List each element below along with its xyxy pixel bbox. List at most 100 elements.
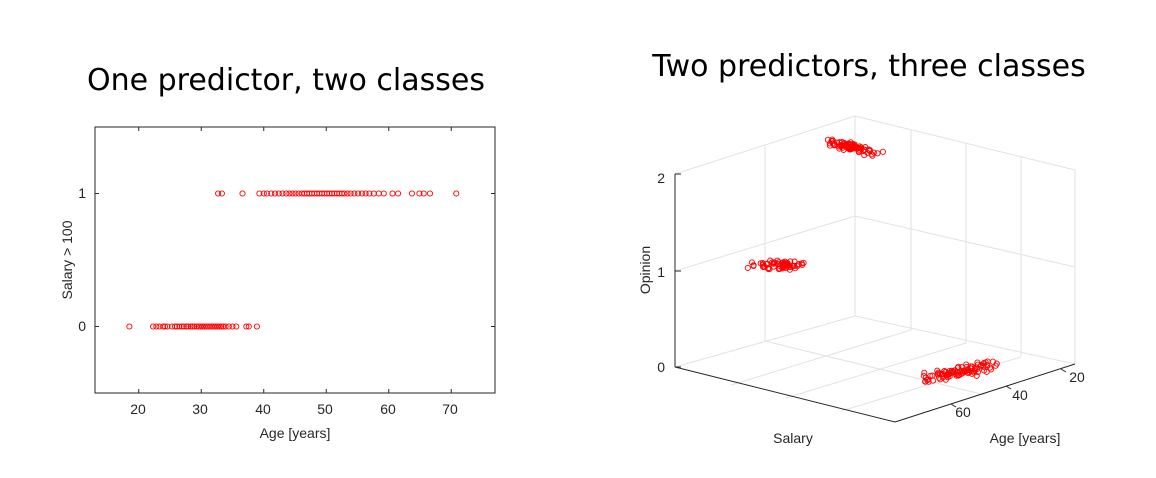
data-point	[770, 263, 777, 270]
grid-line	[854, 215, 1076, 268]
data-point	[795, 261, 802, 268]
grid-line	[854, 115, 1076, 171]
data-point	[160, 323, 167, 330]
left-xtick-label: 70	[442, 401, 458, 417]
right-data-points	[744, 136, 1000, 385]
data-point	[283, 190, 290, 197]
data-point	[865, 146, 872, 153]
data-point	[416, 190, 423, 197]
left-x-axis-label: Age [years]	[260, 425, 331, 441]
data-point	[395, 190, 402, 197]
data-point	[161, 323, 169, 330]
right-chart-title: Two predictors, three classes	[651, 49, 1085, 84]
data-point	[866, 147, 873, 154]
left-plot-frame	[94, 126, 496, 394]
data-point	[233, 323, 240, 330]
data-point	[960, 367, 968, 374]
data-point	[358, 190, 365, 197]
left-y-axis-label: Salary > 100	[59, 220, 75, 299]
left-data-points	[126, 190, 460, 330]
data-point	[772, 260, 779, 267]
data-point	[153, 323, 160, 330]
right-y-axis-label: Age [years]	[990, 430, 1061, 446]
right-ytick-label: 20	[1069, 369, 1085, 385]
data-point	[222, 323, 229, 330]
data-point	[344, 190, 351, 197]
data-point	[839, 144, 846, 151]
data-point	[178, 323, 185, 330]
y-axis-line	[894, 363, 1076, 423]
data-point	[389, 190, 396, 197]
data-point	[380, 190, 387, 197]
data-point	[279, 190, 286, 197]
data-point	[245, 323, 252, 330]
left-chart: One predictor, two classes 20 30 40 50 6…	[59, 63, 496, 441]
data-point	[239, 190, 246, 197]
data-point	[225, 323, 232, 330]
data-point	[263, 190, 270, 197]
data-point	[967, 363, 974, 370]
data-point	[164, 323, 171, 330]
data-point	[935, 369, 942, 376]
data-point	[760, 263, 768, 270]
right-ytick-label: 60	[955, 404, 971, 420]
data-point	[748, 259, 755, 266]
data-point	[971, 369, 978, 376]
data-point	[980, 362, 987, 369]
data-point	[286, 190, 293, 197]
data-point	[218, 323, 225, 330]
data-point	[744, 264, 751, 271]
data-point	[968, 365, 975, 372]
data-point	[341, 190, 348, 197]
left-tick-marks	[95, 127, 495, 393]
data-point	[922, 374, 929, 381]
data-point	[189, 323, 196, 330]
grid-line	[854, 315, 1076, 365]
data-point	[375, 190, 382, 197]
left-xtick-label: 20	[130, 401, 146, 417]
data-point	[292, 190, 299, 197]
data-point	[185, 323, 192, 330]
data-point	[770, 260, 777, 267]
data-point	[150, 323, 157, 330]
data-point	[983, 368, 990, 375]
data-point	[420, 190, 427, 197]
data-point	[268, 190, 275, 197]
grid-line	[764, 340, 986, 396]
grid-line	[840, 356, 1022, 412]
data-point	[768, 259, 776, 266]
data-point	[180, 323, 187, 330]
data-point	[855, 149, 862, 156]
data-point	[971, 366, 978, 373]
data-point	[355, 190, 362, 197]
data-point	[847, 140, 854, 148]
data-point	[187, 323, 194, 330]
left-xtick-label: 40	[255, 401, 271, 417]
data-point	[171, 323, 179, 330]
data-point	[954, 364, 961, 371]
y-tick	[950, 403, 957, 408]
data-point	[937, 376, 944, 383]
right-ytick-label: 40	[1012, 387, 1028, 403]
data-point	[978, 362, 985, 369]
right-z-axis-label: Opinion	[637, 246, 653, 294]
data-point	[212, 323, 219, 330]
left-ytick-label: 1	[78, 185, 86, 201]
data-point	[191, 323, 198, 330]
data-point	[791, 262, 798, 269]
y-tick	[1060, 368, 1067, 373]
data-point	[229, 323, 236, 330]
y-tick	[1005, 385, 1012, 390]
data-point	[750, 262, 757, 270]
right-chart: Two predictors, three classes	[637, 49, 1086, 446]
data-point	[782, 261, 789, 268]
right-axes	[674, 173, 1076, 423]
data-point	[789, 262, 796, 269]
data-point	[958, 370, 965, 378]
data-point	[954, 369, 961, 376]
data-point	[922, 378, 929, 385]
data-point	[218, 190, 225, 197]
right-ztick-label: 2	[657, 170, 665, 186]
data-point	[874, 150, 881, 157]
